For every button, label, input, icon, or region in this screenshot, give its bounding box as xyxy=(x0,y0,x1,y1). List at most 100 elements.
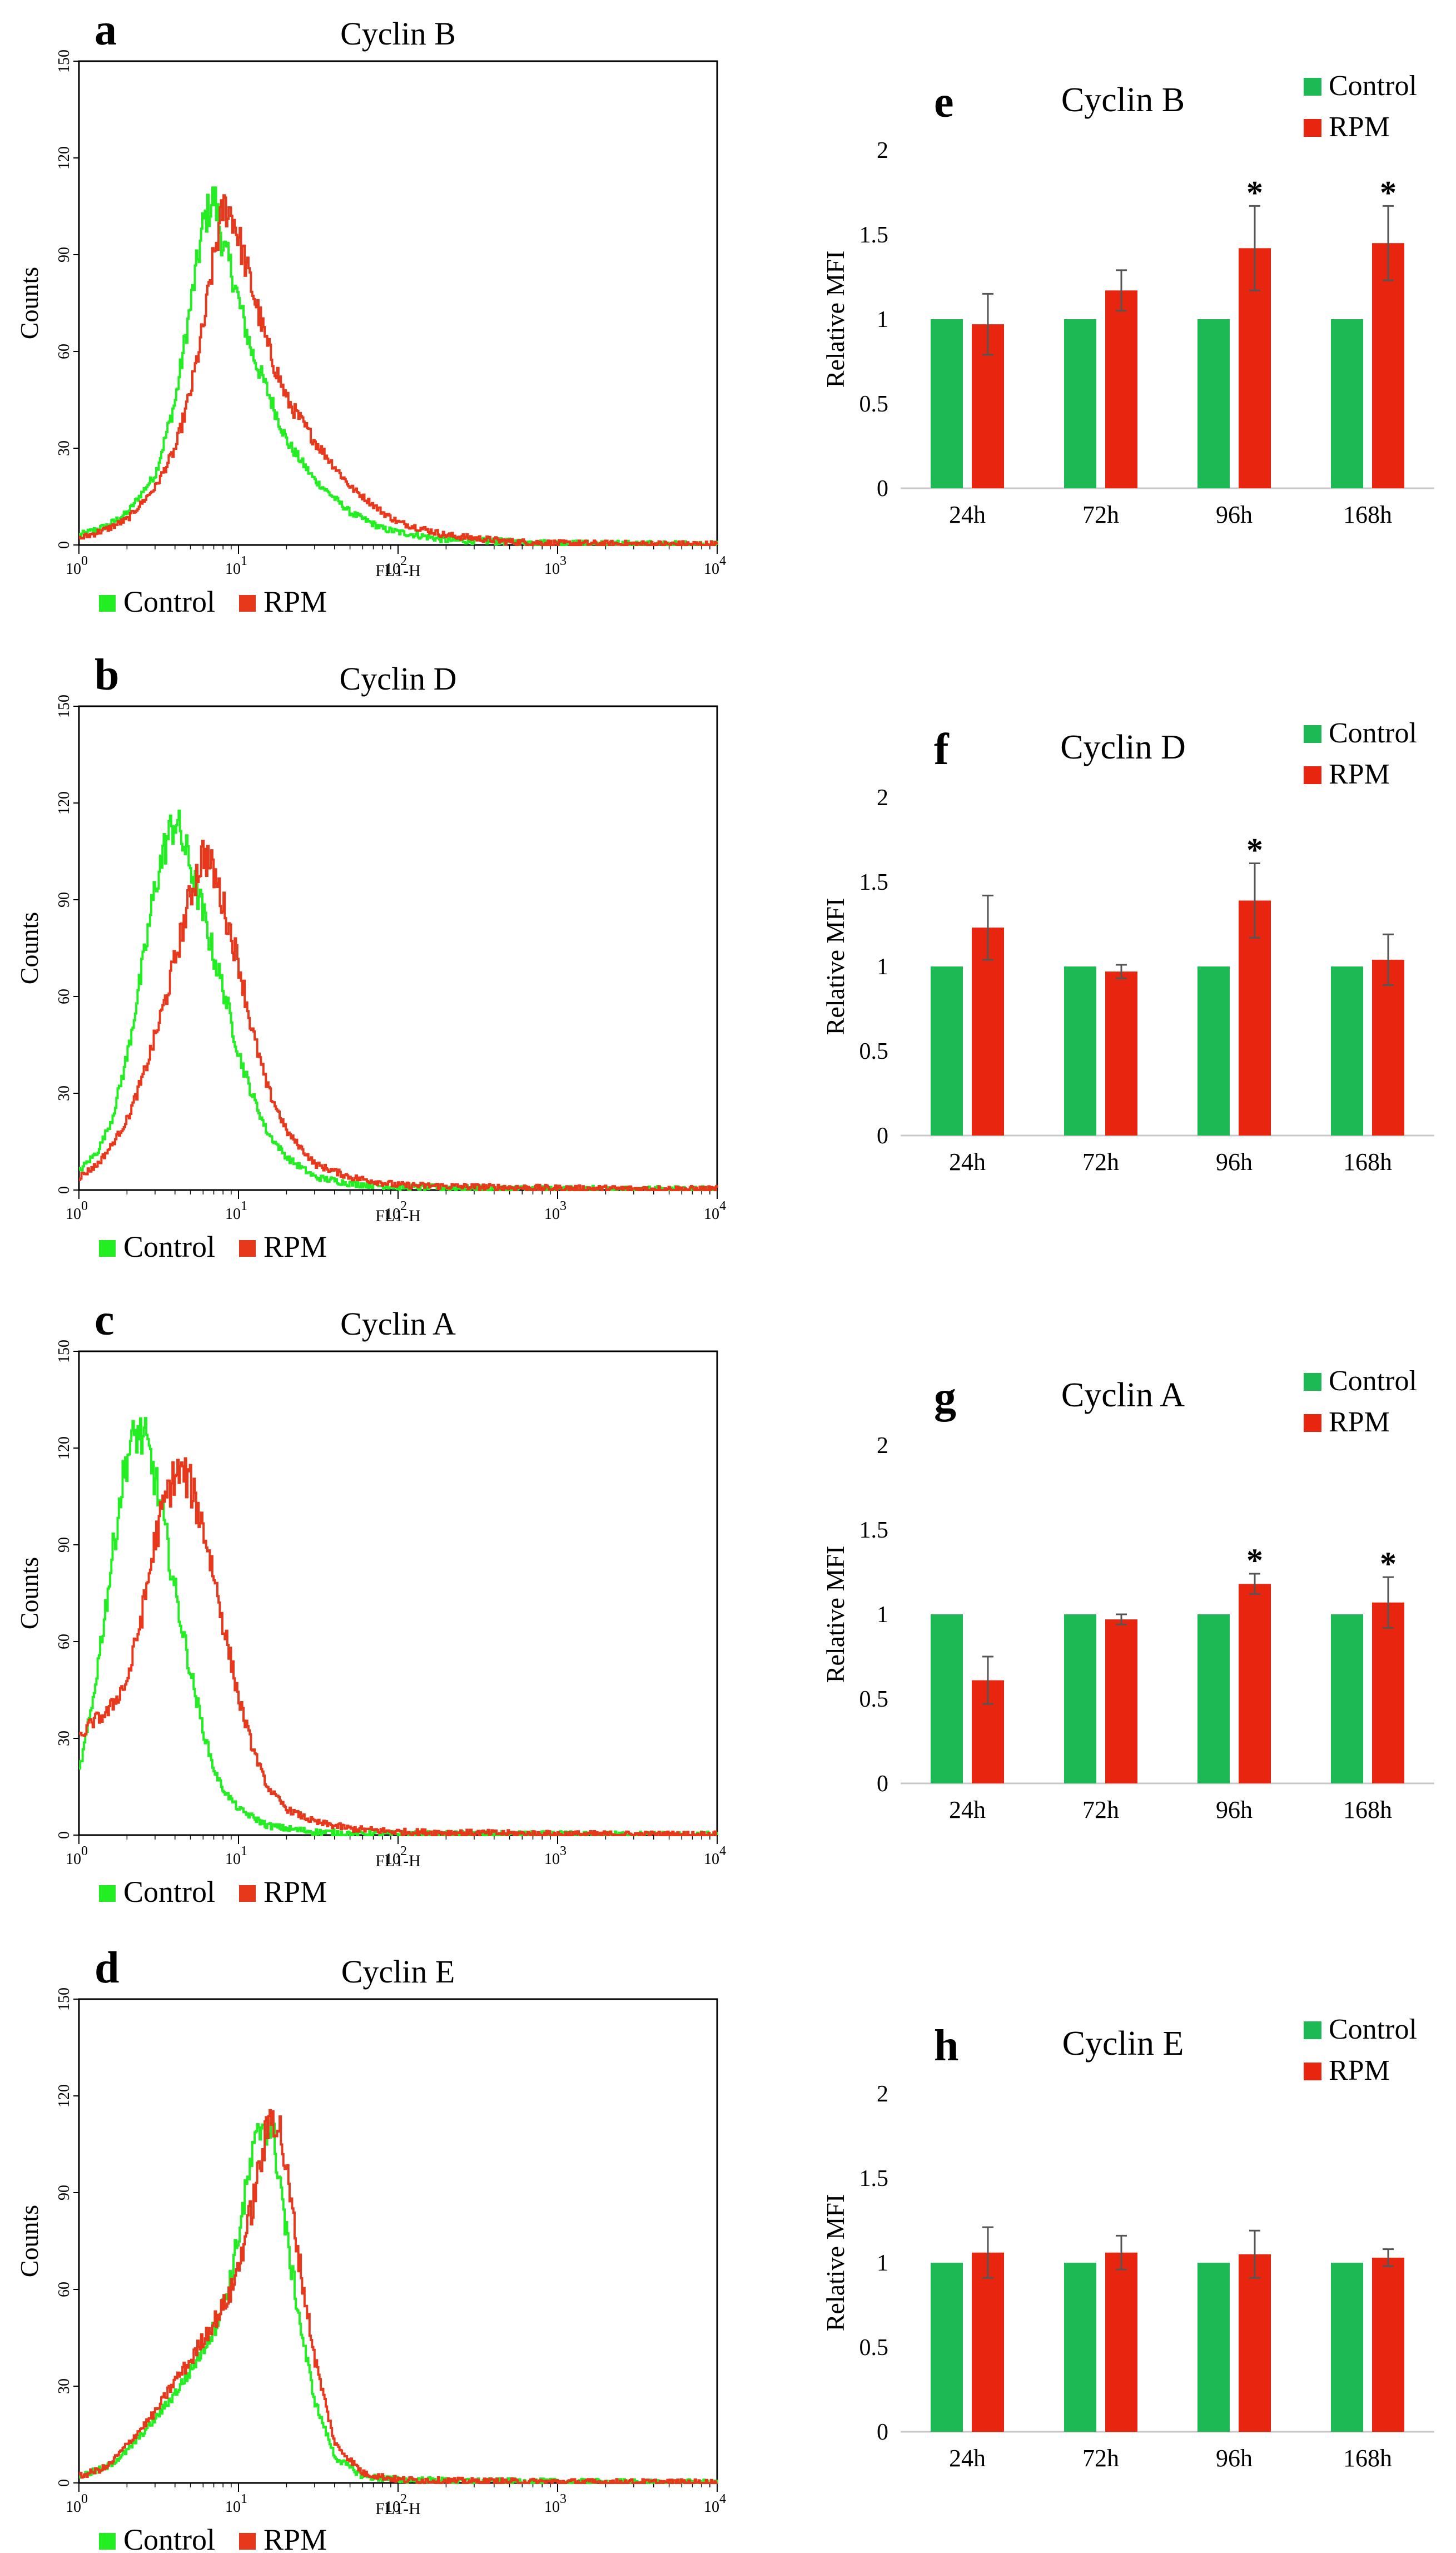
y-tick-label: 0 xyxy=(877,476,888,502)
x-tick-label: 101 xyxy=(225,2492,247,2516)
legend-swatch-control xyxy=(99,1240,116,1257)
category-label-24h: 24h xyxy=(949,1796,986,1823)
x-tick-label: 102 xyxy=(385,1844,407,1868)
y-tick-label: 2 xyxy=(877,785,888,811)
panel-letter-b: b xyxy=(95,651,120,700)
x-tick-label: 104 xyxy=(704,2492,726,2516)
legend-swatch-rpm xyxy=(239,2533,256,2550)
bar-control-72h xyxy=(1064,966,1096,1136)
category-label-72h: 72h xyxy=(1082,1796,1119,1823)
bar-panel-e: e Cyclin B Control RPM 0 0.5 1 1.5 2 Relative MFI… xyxy=(821,70,1434,528)
legend-label-control: Control xyxy=(123,2523,215,2553)
legend-swatch-rpm xyxy=(1304,766,1321,784)
y-tick-label: 30 xyxy=(56,1085,73,1101)
y-axis-label: Counts xyxy=(15,267,43,339)
significance-star-96h: * xyxy=(1246,832,1263,869)
category-label-96h: 96h xyxy=(1216,2445,1253,2472)
y-tick-label: 0.5 xyxy=(859,2335,889,2361)
x-tick-label: 104 xyxy=(704,1844,726,1868)
legend-label-rpm: RPM xyxy=(1329,759,1390,790)
panel-letter-d: d xyxy=(95,1944,120,1992)
y-tick-label: 0 xyxy=(877,2420,888,2445)
bar-rpm-96h xyxy=(1239,1584,1271,1783)
y-tick-label: 60 xyxy=(56,2282,73,2297)
y-tick-label: 0 xyxy=(877,1771,888,1797)
legend-label-control: Control xyxy=(1329,2014,1417,2045)
category-label-168h: 168h xyxy=(1343,501,1392,528)
legend-label-control: Control xyxy=(123,585,215,618)
x-tick-label: 102 xyxy=(385,2492,407,2516)
legend-swatch-control xyxy=(99,2533,116,2550)
legend-label-rpm: RPM xyxy=(264,2523,327,2553)
x-tick-label: 103 xyxy=(544,1199,567,1223)
y-axis-label: Relative MFI xyxy=(821,1546,849,1683)
category-label-24h: 24h xyxy=(949,2445,986,2472)
bar-rpm-72h xyxy=(1105,1619,1137,1783)
x-axis-label: FL1-H xyxy=(375,2500,421,2518)
y-tick-label: 150 xyxy=(56,1987,73,2011)
y-tick-label: 2 xyxy=(877,1433,888,1459)
legend-label-rpm: RPM xyxy=(264,1230,327,1263)
bar-control-24h xyxy=(931,319,963,488)
panel-letter-g: g xyxy=(934,1373,956,1422)
histogram-panel-b: b Cyclin D 0 30 60 90 120 150 100 101 102 103 104 FL1… xyxy=(15,651,726,1263)
legend-swatch-rpm xyxy=(1304,119,1321,137)
y-axis-label: Counts xyxy=(15,2205,43,2277)
histogram-series-control xyxy=(79,1417,718,1836)
y-tick-label: 1 xyxy=(877,2250,888,2276)
significance-star-96h: * xyxy=(1246,174,1263,211)
category-label-24h: 24h xyxy=(949,501,986,528)
x-tick-label: 101 xyxy=(225,1199,247,1223)
y-axis-label: Counts xyxy=(15,912,43,984)
x-tick-label: 101 xyxy=(225,1844,247,1868)
y-tick-label: 120 xyxy=(56,2084,73,2108)
legend-swatch-control xyxy=(1304,78,1321,96)
bar-rpm-96h xyxy=(1239,2254,1271,2432)
panel-letter-f: f xyxy=(934,725,950,774)
bar-title-g: Cyclin A xyxy=(1061,1376,1185,1414)
legend-swatch-control xyxy=(99,595,116,612)
category-label-72h: 72h xyxy=(1082,1148,1119,1176)
y-tick-label: 150 xyxy=(56,1340,73,1363)
histogram-panel-a: a Cyclin B 0 30 60 90 120 150 100 101 102 103 104 FL1… xyxy=(15,6,726,618)
x-tick-label: 100 xyxy=(66,1199,88,1223)
y-axis-label: Counts xyxy=(15,1557,43,1629)
bar-control-24h xyxy=(931,1614,963,1783)
bar-control-24h xyxy=(931,2263,963,2432)
x-tick-label: 100 xyxy=(66,554,88,578)
x-axis-label: FL1-H xyxy=(375,1852,421,1870)
category-label-168h: 168h xyxy=(1343,1796,1392,1823)
legend-label-control: Control xyxy=(123,1230,215,1263)
legend-label-control: Control xyxy=(1329,70,1417,102)
y-tick-label: 1.5 xyxy=(859,222,889,248)
legend-swatch-control xyxy=(1304,2021,1321,2039)
bar-rpm-168h xyxy=(1372,2257,1404,2432)
category-label-96h: 96h xyxy=(1216,1796,1253,1823)
legend-swatch-rpm xyxy=(239,1240,256,1257)
x-axis-label: FL1-H xyxy=(375,1207,421,1225)
bar-panel-f: f Cyclin D Control RPM 0 0.5 1 1.5 2 Relative MFI… xyxy=(821,717,1434,1176)
histogram-panel-d: d Cyclin E 0 30 60 90 120 150 100 101 102 103 104 FL1… xyxy=(15,1944,726,2553)
histogram-panel-c: c Cyclin A 0 30 60 90 120 150 100 101 102 103 104 FL1… xyxy=(15,1296,726,1908)
y-tick-label: 120 xyxy=(56,146,73,170)
y-tick-label: 1.5 xyxy=(859,2166,889,2192)
bar-rpm-168h xyxy=(1372,1602,1404,1783)
y-tick-label: 2 xyxy=(877,2081,888,2107)
y-tick-label: 0.5 xyxy=(859,1039,889,1064)
y-tick-label: 60 xyxy=(56,344,73,359)
legend-label-rpm: RPM xyxy=(1329,111,1390,143)
y-tick-label: 1.5 xyxy=(859,1518,889,1543)
bar-panel-g: g Cyclin A Control RPM 0 0.5 1 1.5 2 Relative MFI… xyxy=(821,1365,1434,1823)
legend-swatch-control xyxy=(1304,1373,1321,1391)
bar-control-168h xyxy=(1331,966,1363,1136)
histogram-title-b: Cyclin D xyxy=(339,661,456,697)
bar-control-168h xyxy=(1331,2263,1363,2432)
legend-swatch-rpm xyxy=(239,1885,256,1902)
bar-control-96h xyxy=(1197,1614,1230,1783)
histogram-series-rpm xyxy=(79,840,718,1191)
y-tick-label: 1 xyxy=(877,954,888,980)
histogram-title-c: Cyclin A xyxy=(340,1306,456,1342)
y-tick-label: 90 xyxy=(56,892,73,908)
y-axis-label: Relative MFI xyxy=(821,898,849,1035)
